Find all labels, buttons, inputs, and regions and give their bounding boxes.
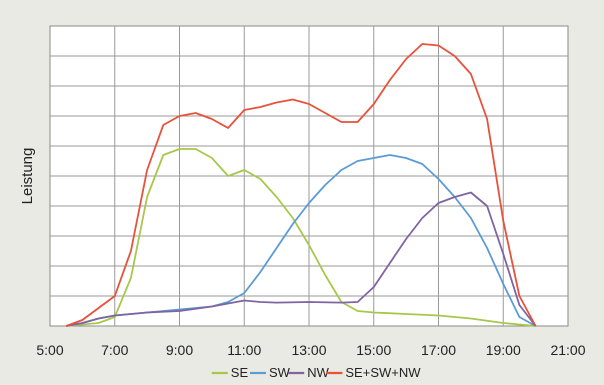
x-tick-label-7: 19:00 <box>486 342 521 358</box>
x-tick-label-0: 5:00 <box>36 342 63 358</box>
y-axis-label: Leistung <box>19 148 36 205</box>
gridlines <box>50 26 568 326</box>
x-tick-label-1: 7:00 <box>101 342 128 358</box>
x-axis-tick-labels: 5:00 7:00 9:00 11:00 13:00 15:00 17:00 19:00 21:… <box>36 342 585 358</box>
x-tick-label-2: 9:00 <box>166 342 193 358</box>
x-tick-label-3: 11:00 <box>227 342 261 358</box>
legend-label-2: NW <box>307 365 329 380</box>
series-line-3 <box>65 43 537 327</box>
series-lines <box>65 43 537 327</box>
legend-label-3: SE+SW+NW <box>345 365 421 380</box>
legend: SE SW NW SE+SW+NW <box>211 365 421 380</box>
x-tick-label-6: 17:00 <box>421 342 456 358</box>
legend-label-0: SE <box>231 365 249 380</box>
x-tick-label-5: 15:00 <box>356 342 391 358</box>
legend-label-1: SW <box>269 365 291 380</box>
series-line-0 <box>66 148 536 327</box>
x-tick-label-8: 21:00 <box>550 342 585 358</box>
x-tick-label-4: 13:00 <box>291 342 326 358</box>
series-line-2 <box>66 191 537 327</box>
